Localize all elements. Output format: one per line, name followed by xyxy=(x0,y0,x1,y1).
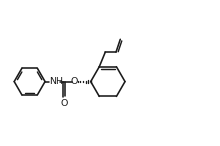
Text: O: O xyxy=(61,99,68,108)
Text: NH: NH xyxy=(49,77,63,86)
Text: O: O xyxy=(71,77,78,86)
